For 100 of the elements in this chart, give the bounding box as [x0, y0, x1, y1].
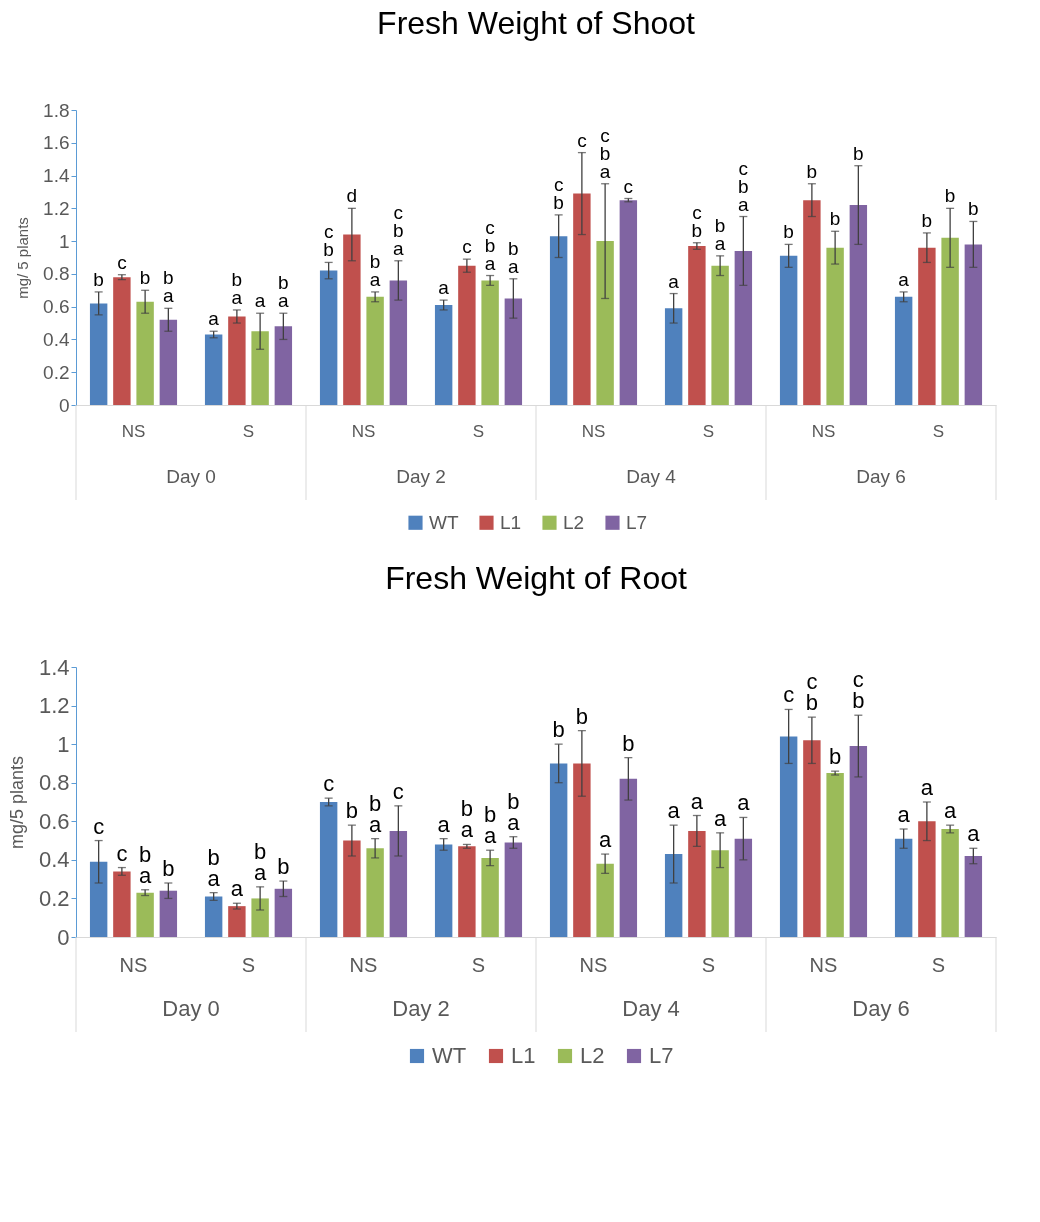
- data-label: b: [829, 208, 841, 230]
- bar: [274, 326, 293, 405]
- bar: [159, 319, 178, 405]
- y-tick-label: 1.4: [43, 165, 70, 187]
- text: Day 6: [852, 996, 910, 1021]
- data-label: a: [254, 290, 266, 312]
- y-tick-label: 1.8: [43, 99, 70, 121]
- data-label: b: [552, 717, 565, 743]
- data-label: c: [783, 682, 795, 708]
- x-tick-label: S: [242, 421, 255, 441]
- data-label: b a: [369, 250, 381, 290]
- bar: [964, 244, 983, 405]
- legend-label: L1: [500, 511, 522, 533]
- data-label: c b a: [484, 216, 496, 274]
- bar: [918, 821, 936, 937]
- data-label: b a: [163, 267, 175, 307]
- data-label: c: [577, 129, 587, 151]
- data-label: a: [897, 802, 911, 827]
- data-label: b: [139, 267, 151, 289]
- bar: [204, 334, 223, 405]
- bar: [434, 844, 453, 937]
- bar: [251, 898, 269, 937]
- bar: [274, 888, 293, 937]
- legend-label: L7: [649, 1043, 674, 1068]
- data-label: a: [920, 775, 934, 800]
- data-label: b a: [460, 796, 474, 843]
- text: Day 0: [166, 466, 216, 487]
- x-tick-label: NS: [809, 953, 838, 976]
- y-tick-label: 0.4: [38, 847, 70, 873]
- bar: [619, 200, 638, 405]
- x-tick-label: NS: [349, 953, 378, 976]
- y-tick-label: 0.2: [43, 361, 70, 383]
- data-label: b a: [138, 841, 152, 888]
- bar: [319, 270, 338, 405]
- data-label: b: [853, 142, 864, 164]
- y-tick-label: 0.8: [43, 263, 70, 285]
- y-tick-label: 1.4: [38, 654, 70, 680]
- x-tick-label: NS: [579, 953, 608, 976]
- data-label: d: [346, 185, 358, 207]
- bar: [849, 746, 868, 937]
- bar: [734, 250, 753, 405]
- data-label: b a: [507, 788, 521, 835]
- bar: [504, 298, 523, 405]
- bar: [481, 857, 499, 937]
- bar: [366, 296, 384, 405]
- bar: [389, 830, 408, 937]
- bar: [481, 280, 499, 405]
- x-tick-label: NS: [811, 421, 836, 441]
- x-tick-label: S: [471, 953, 486, 976]
- x-tick-label: S: [932, 421, 945, 441]
- y-tick-label: 0: [58, 394, 70, 416]
- bar: [458, 265, 476, 405]
- bar: [89, 861, 108, 937]
- data-label: b: [277, 854, 290, 880]
- bar: [779, 736, 798, 937]
- data-label: c b: [852, 667, 865, 714]
- bar: [549, 236, 568, 405]
- y-tick-label: 0: [57, 924, 70, 950]
- data-label: b: [575, 703, 589, 729]
- chart-title: Fresh Weight of Shoot: [377, 5, 696, 41]
- bar: [343, 234, 361, 405]
- bar: [204, 896, 223, 937]
- y-tick-label: 0.4: [43, 328, 70, 350]
- data-label: b: [968, 198, 979, 220]
- bar: [688, 830, 706, 937]
- data-label: b: [622, 730, 635, 756]
- data-label: b: [93, 268, 104, 290]
- x-tick-label: S: [702, 421, 715, 441]
- bar: [894, 296, 913, 405]
- bar: [941, 237, 959, 405]
- data-label: b: [162, 856, 175, 881]
- data-label: a: [943, 798, 957, 824]
- data-label: c: [392, 778, 404, 804]
- data-label: c: [323, 771, 335, 797]
- data-label: a: [898, 268, 910, 290]
- chart-title: Fresh Weight of Root: [385, 560, 687, 596]
- legend-label: L1: [511, 1043, 536, 1068]
- x-tick-label: S: [241, 953, 256, 976]
- data-label: b: [345, 798, 359, 824]
- data-label: b: [944, 185, 956, 207]
- y-tick-label: 0.6: [38, 808, 70, 834]
- bar: [366, 848, 384, 937]
- data-label: c b a: [738, 157, 750, 215]
- x-tick-label: NS: [119, 953, 148, 976]
- bar: [894, 838, 913, 937]
- legend-label: L2: [580, 1043, 605, 1068]
- data-label: b a: [714, 214, 726, 254]
- y-tick-label: 1.6: [43, 132, 70, 154]
- data-label: a: [967, 821, 981, 847]
- bar: [918, 247, 936, 405]
- data-label: a: [713, 805, 727, 831]
- data-label: b a: [508, 237, 520, 277]
- data-label: a: [438, 277, 450, 299]
- data-label: b: [828, 744, 842, 770]
- bar: [251, 331, 269, 405]
- data-label: c b: [553, 173, 564, 213]
- bar: [619, 778, 638, 937]
- data-label: b: [806, 160, 818, 182]
- text: Day 2: [392, 996, 450, 1021]
- y-axis-title: mg/ 5 plants: [14, 217, 32, 299]
